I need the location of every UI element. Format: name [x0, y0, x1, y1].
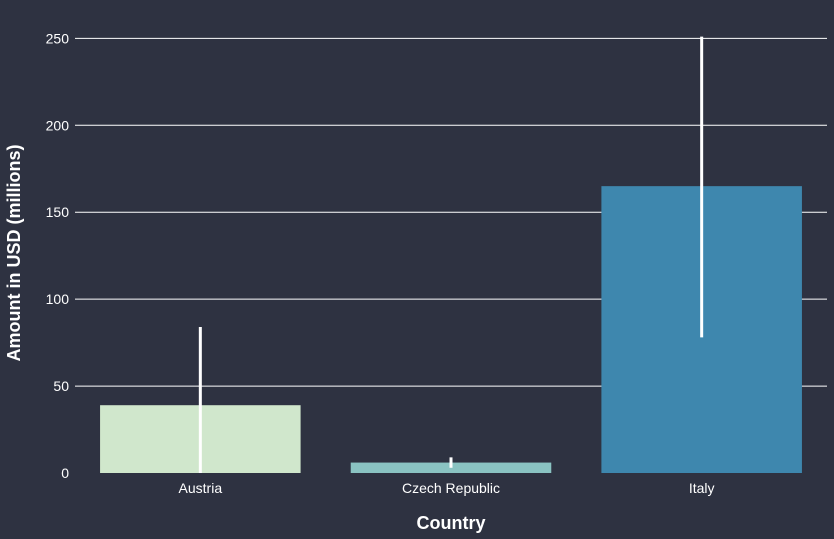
- y-axis-title: Amount in USD (millions): [4, 145, 24, 362]
- error-bars: [198, 36, 704, 473]
- x-tick-label: Austria: [179, 480, 223, 496]
- x-axis-title: Country: [417, 513, 486, 533]
- y-tick-label: 0: [61, 465, 69, 481]
- y-tick-label: 250: [46, 30, 70, 46]
- y-tick-label: 150: [46, 204, 70, 220]
- x-tick-labels: Austria Czech Republic Italy: [179, 480, 715, 496]
- y-tick-label: 100: [46, 291, 70, 307]
- x-tick-label: Italy: [689, 480, 715, 496]
- x-tick-label: Czech Republic: [402, 480, 500, 496]
- bars: [100, 186, 802, 473]
- y-tick-label: 50: [53, 378, 69, 394]
- y-tick-labels: 0 50 100 150 200 250: [46, 30, 70, 481]
- y-tick-label: 200: [46, 117, 70, 133]
